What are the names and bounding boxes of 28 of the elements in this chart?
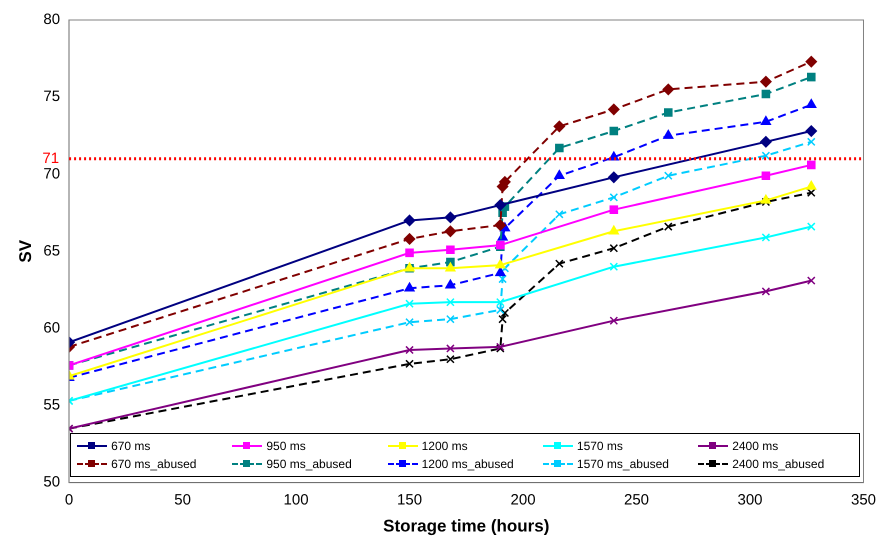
- legend-label: 1570 ms: [576, 438, 623, 453]
- legend-label: 1570 ms_abused: [576, 456, 669, 471]
- y-tick-label: 55: [43, 396, 60, 414]
- x-tick-label: 100: [284, 492, 309, 509]
- x-tick-label: 250: [624, 492, 650, 509]
- legend-label: 670 ms: [111, 438, 150, 453]
- x-tick-label: 200: [510, 492, 536, 509]
- legend-label: 670 ms_abused: [111, 456, 196, 471]
- x-tick-label: 150: [397, 492, 422, 509]
- legend-label: 950 ms: [266, 438, 306, 453]
- ref-line-label: 71: [42, 150, 60, 167]
- legend-label: 1200 ms_abused: [422, 456, 514, 471]
- legend-label: 1200 ms: [422, 438, 468, 453]
- x-tick-label: 300: [737, 492, 763, 509]
- legend-label: 950 ms_abused: [266, 456, 352, 471]
- y-tick-label: 60: [43, 320, 60, 337]
- y-tick-label: 65: [43, 242, 60, 260]
- y-tick-label: 50: [43, 474, 60, 491]
- x-tick-label: 50: [174, 492, 191, 509]
- legend-label: 2400 ms: [732, 438, 778, 453]
- x-tick-label: 350: [850, 492, 876, 509]
- legend-label: 2400 ms_abused: [732, 456, 824, 471]
- y-tick-label: 70: [43, 165, 60, 182]
- y-axis-title: SV: [16, 239, 35, 263]
- y-tick-label: 75: [43, 88, 60, 106]
- x-axis-title: Storage time (hours): [383, 516, 550, 536]
- x-tick-label: 0: [64, 492, 74, 509]
- y-tick-label: 80: [43, 11, 60, 28]
